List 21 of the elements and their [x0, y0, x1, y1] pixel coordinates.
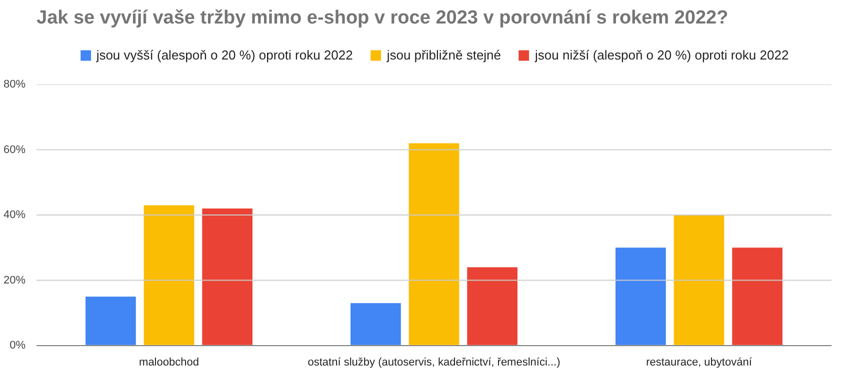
- bar: [144, 205, 194, 346]
- y-tick-label: 0%: [10, 340, 26, 352]
- bar: [202, 208, 252, 346]
- y-tick-label: 80%: [3, 78, 26, 90]
- bar: [350, 303, 401, 346]
- legend-label: jsou vyšší (alespoň o 20 %) oproti roku 2022: [96, 47, 353, 62]
- bar: [616, 248, 666, 346]
- bar: [408, 143, 460, 346]
- legend-label: jsou přibližně stejné: [386, 47, 502, 62]
- legend-label: jsou nižší (alespoň o 20 %) oproti roku 2022: [535, 47, 789, 62]
- y-tick-label: 60%: [3, 144, 26, 156]
- x-tick-label: ostatní služby (autoservis, kadeřnictví, řemeslníci...): [308, 356, 560, 368]
- y-tick-label: 40%: [3, 209, 26, 221]
- bar: [732, 248, 782, 346]
- bar: [467, 267, 518, 346]
- y-tick-label: 20%: [3, 274, 26, 286]
- chart-title: Jak se vyvíjí vaše tržby mimo e-shop v roce 2023 v porovnání s rokem 2022?: [36, 8, 728, 28]
- bar: [86, 296, 136, 346]
- x-tick-label: restaurace, ubytování: [646, 356, 753, 368]
- x-tick-label: maloobchod: [139, 356, 199, 368]
- bar: [674, 215, 724, 346]
